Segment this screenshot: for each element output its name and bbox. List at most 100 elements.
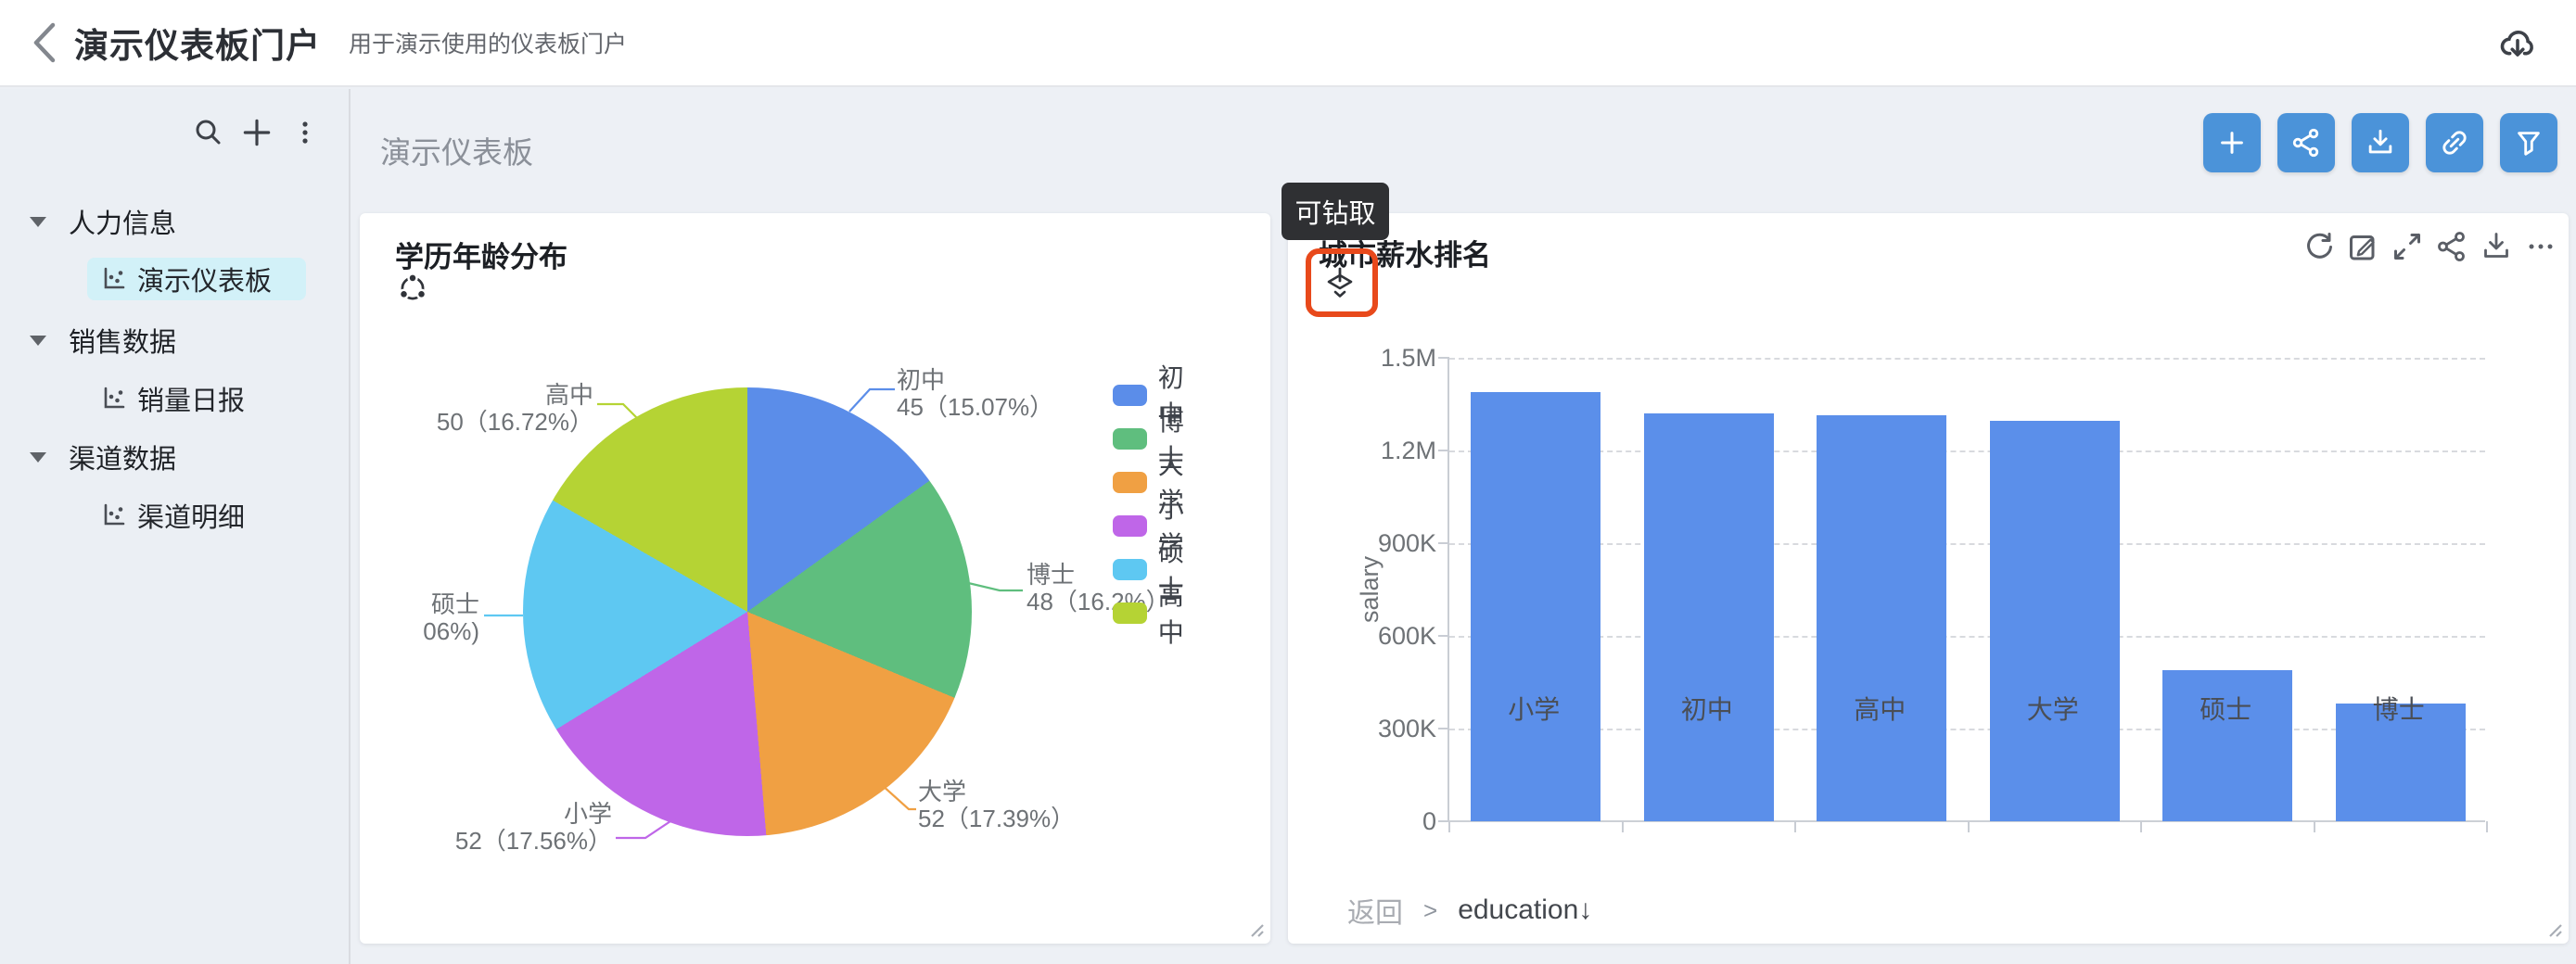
- bar-博士[interactable]: [2335, 704, 2466, 821]
- y-tick-label: 900K: [1377, 529, 1436, 557]
- sidebar-item-demo-dashboard[interactable]: 演示仪表板: [0, 258, 351, 300]
- legend-swatch: [1113, 602, 1147, 624]
- y-axis-tick: [1438, 357, 1449, 359]
- edit-button[interactable]: [2346, 230, 2379, 263]
- pie-slice-name: 大学: [918, 778, 967, 805]
- pie-chart[interactable]: [523, 387, 972, 836]
- x-category-label: 小学: [1508, 695, 1561, 724]
- download-chart-button[interactable]: [2480, 230, 2513, 263]
- sidebar: 人力信息 演示仪表板 销售数据 销量日报: [0, 89, 351, 964]
- tree-item-label: 渠道明细: [137, 503, 246, 533]
- legend-item-大学[interactable]: 大学: [1113, 445, 1196, 519]
- back-button[interactable]: [24, 19, 65, 67]
- download-dashboard-button[interactable]: [2352, 113, 2409, 172]
- y-tick-label: 600K: [1377, 622, 1436, 650]
- drill-field-label[interactable]: education↓: [1458, 894, 1593, 925]
- pie-chart-card: 学历年龄分布 初中 45（15.07%） 博士 48（16.2%） 大学 52（17.39…: [360, 213, 1270, 944]
- link-icon: [2442, 131, 2467, 155]
- x-axis-tick: [2313, 821, 2315, 832]
- app-header: 演示仪表板门户 用于演示使用的仪表板门户: [0, 0, 2576, 87]
- pie-slice-label: 硕士 06%): [423, 591, 479, 645]
- add-button[interactable]: [239, 115, 274, 150]
- portal-subtitle: 用于演示使用的仪表板门户: [349, 32, 628, 57]
- drill-down-icon[interactable]: [1321, 264, 1358, 301]
- chart-actions: [2302, 230, 2557, 263]
- edit-icon: [2350, 235, 2375, 260]
- sidebar-group-sales[interactable]: 销售数据: [0, 319, 351, 362]
- share-dashboard-button[interactable]: [2277, 113, 2335, 172]
- legend-item-博士[interactable]: 博士: [1113, 401, 1196, 476]
- pie-slice-name: 高中: [544, 381, 593, 409]
- page-title: 演示仪表板: [380, 135, 533, 170]
- pie-slice-value: 06%): [423, 617, 479, 645]
- gridline: [1449, 543, 2485, 545]
- tree-item[interactable]: 销量日报: [87, 377, 306, 420]
- pie-slice-value: 52（17.56%）: [454, 827, 612, 855]
- bar-高中[interactable]: [1817, 415, 1947, 821]
- export-button[interactable]: [2496, 21, 2539, 64]
- pie-slice-value: 50（16.72%）: [436, 408, 593, 436]
- legend-item-硕士[interactable]: 硕士: [1113, 532, 1196, 606]
- bar-小学[interactable]: [1471, 392, 1601, 821]
- caret-down-icon[interactable]: [30, 451, 46, 463]
- resize-grip-icon[interactable]: [2543, 918, 2563, 938]
- caret-down-icon[interactable]: [30, 216, 46, 227]
- bar-大学[interactable]: [1989, 421, 2120, 821]
- tree-item[interactable]: 渠道明细: [87, 494, 306, 537]
- refresh-icon: [2307, 233, 2332, 259]
- drill-breadcrumb: 返回 > education↓: [1347, 890, 1592, 931]
- expand-icon: [2394, 234, 2420, 260]
- sidebar-group-hr[interactable]: 人力信息: [0, 200, 351, 243]
- x-axis-tick: [1967, 821, 1970, 832]
- sidebar-item-channel-detail[interactable]: 渠道明细: [0, 494, 351, 537]
- more-options-button[interactable]: [2524, 230, 2557, 263]
- legend-swatch: [1113, 471, 1147, 493]
- sidebar-item-sales-daily[interactable]: 销量日报: [0, 377, 351, 420]
- refresh-button[interactable]: [2302, 230, 2335, 263]
- breadcrumb-separator: >: [1423, 895, 1438, 924]
- chevron-left-icon: [33, 22, 56, 63]
- linkage-icon[interactable]: [395, 271, 430, 306]
- legend-swatch: [1113, 514, 1147, 537]
- share-chart-button[interactable]: [2435, 230, 2468, 263]
- link-button[interactable]: [2426, 113, 2483, 172]
- sidebar-tools: [191, 115, 323, 150]
- legend-label: 小学: [1157, 494, 1184, 560]
- tree-item-label: 销量日报: [137, 387, 246, 416]
- bar-初中[interactable]: [1643, 413, 1774, 821]
- search-button[interactable]: [191, 115, 226, 150]
- drill-back-link[interactable]: 返回: [1347, 898, 1403, 929]
- x-category-label: 硕士: [2200, 695, 2252, 724]
- share-icon: [2292, 128, 2319, 158]
- legend-item-小学[interactable]: 小学: [1113, 488, 1196, 563]
- resize-grip-icon[interactable]: [1244, 918, 1265, 938]
- legend-label: 硕士: [1157, 538, 1184, 603]
- selected-tree-item[interactable]: 演示仪表板: [87, 258, 306, 300]
- y-axis-tick: [1438, 450, 1449, 451]
- legend-item-初中[interactable]: 初中: [1113, 358, 1196, 432]
- dashboard-chart-icon: [104, 503, 125, 526]
- legend-label: 博士: [1157, 407, 1184, 473]
- more-button[interactable]: [287, 115, 323, 150]
- legend-swatch: [1113, 384, 1147, 406]
- dashboard-toolbar: [2203, 113, 2557, 172]
- drill-tooltip: 可钻取: [1282, 183, 1389, 240]
- y-axis-tick: [1438, 542, 1449, 544]
- pie-slice-value: 45（15.07%）: [897, 393, 1054, 421]
- y-tick-label: 1.2M: [1380, 437, 1436, 464]
- tooltip-text: 可钻取: [1294, 199, 1376, 229]
- bar-硕士[interactable]: [2162, 670, 2293, 821]
- pie-callout-line: [963, 580, 1023, 592]
- pie-chart-title: 学历年龄分布: [395, 241, 567, 273]
- x-category-label: 高中: [1854, 695, 1906, 724]
- gridline: [1449, 450, 2485, 452]
- pie-slice-label: 高中 50（16.72%）: [437, 382, 593, 436]
- legend-item-高中[interactable]: 高中: [1113, 576, 1196, 650]
- sidebar-group-channel[interactable]: 渠道数据: [0, 436, 351, 478]
- add-component-button[interactable]: [2203, 113, 2261, 172]
- filter-button[interactable]: [2500, 113, 2557, 172]
- fullscreen-button[interactable]: [2391, 230, 2424, 263]
- pie-slice-value: 52（17.39%）: [918, 805, 1076, 832]
- caret-down-icon[interactable]: [30, 335, 46, 346]
